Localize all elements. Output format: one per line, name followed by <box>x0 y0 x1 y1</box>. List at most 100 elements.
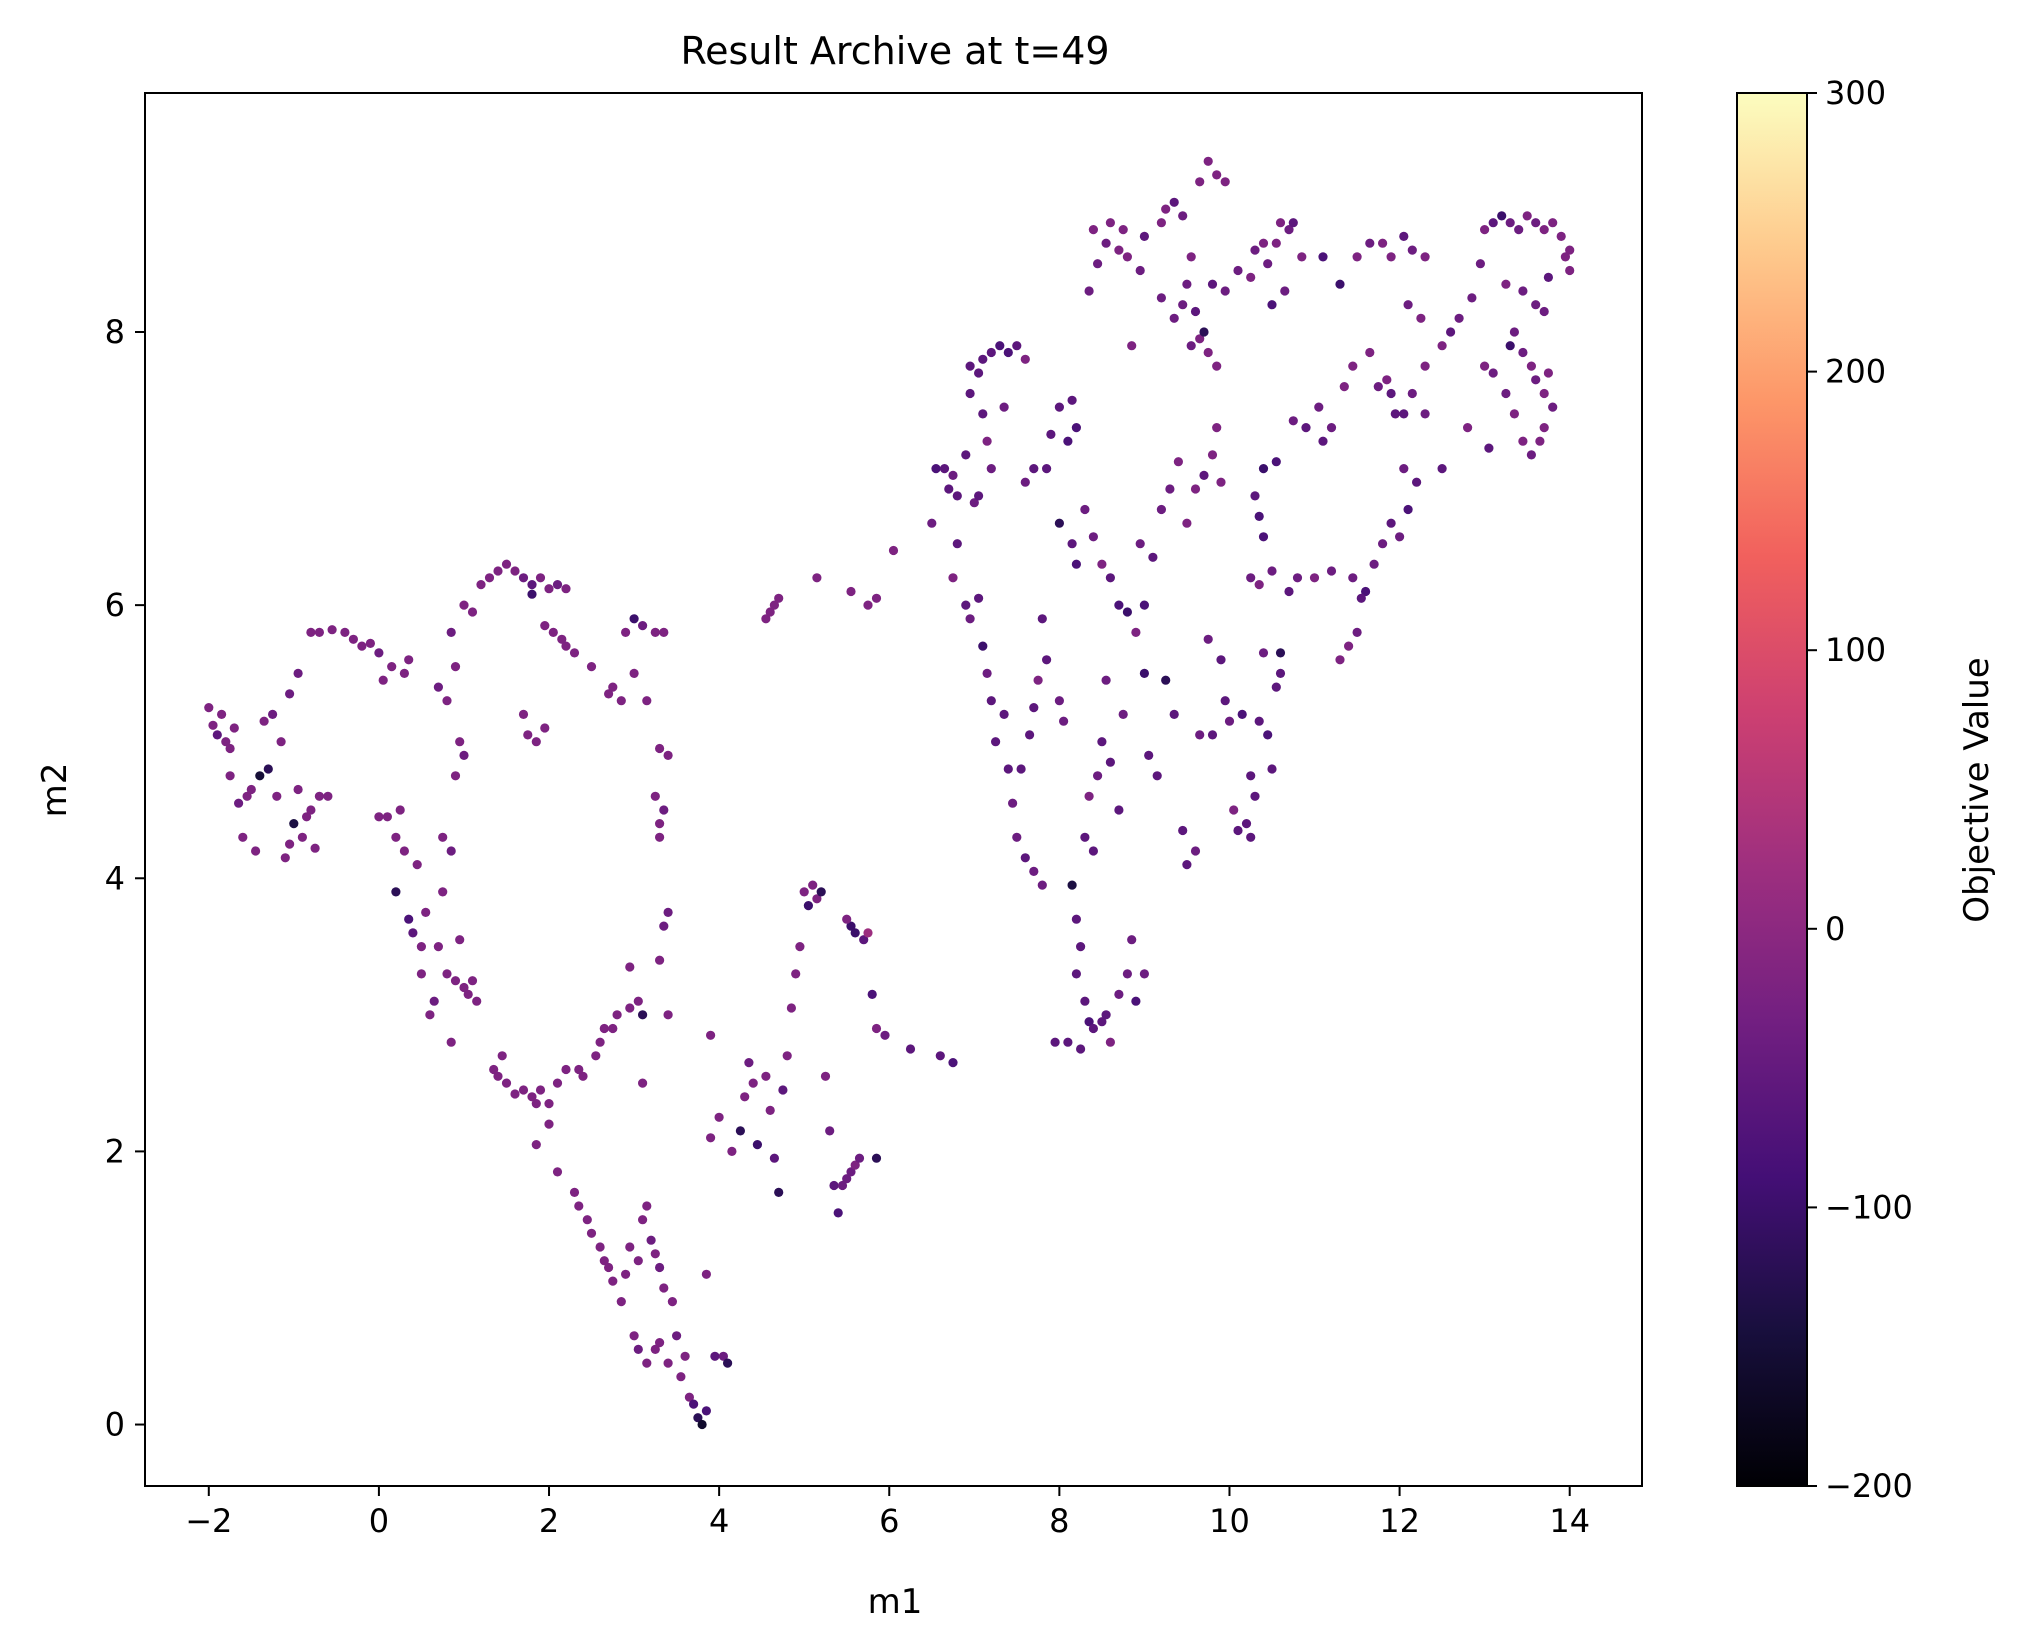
scatter-point <box>1207 450 1218 460</box>
scatter-point <box>1088 225 1098 235</box>
colorbar-frame <box>1736 92 1808 1487</box>
scatter-point <box>774 593 784 603</box>
scatter-point <box>1054 518 1064 528</box>
scatter-point <box>586 662 597 672</box>
scatter-point <box>1522 211 1532 221</box>
scatter-point <box>1105 573 1115 583</box>
scatter-point <box>765 1105 775 1115</box>
scatter-point <box>1195 177 1205 187</box>
scatter-point <box>1437 341 1447 351</box>
scatter-point <box>1161 675 1171 685</box>
scatter-point <box>986 464 996 474</box>
scatter-point <box>608 1023 618 1034</box>
scatter-point <box>455 737 465 747</box>
scatter-point <box>1241 819 1252 829</box>
scatter-point <box>974 593 984 603</box>
scatter-point <box>1224 716 1235 726</box>
scatter-point <box>969 498 979 508</box>
scatter-point <box>1250 491 1260 501</box>
scatter-point <box>238 832 248 842</box>
scatter-point <box>1139 231 1149 241</box>
scatter-point <box>1118 225 1128 235</box>
scatter-point <box>1182 860 1192 870</box>
scatter-point <box>633 1344 643 1354</box>
scatter-point <box>510 1089 520 1099</box>
scatter-point <box>846 921 856 931</box>
scatter-point <box>1067 539 1077 549</box>
scatter-point <box>1135 265 1145 276</box>
scatter-point <box>1101 238 1111 248</box>
scatter-point <box>493 1071 503 1081</box>
scatter-point <box>518 709 529 720</box>
scatter-point <box>289 819 299 829</box>
scatter-point <box>1084 1017 1094 1027</box>
scatter-point <box>952 491 962 501</box>
scatter-point <box>944 484 954 494</box>
scatter-point <box>1071 969 1081 979</box>
scatter-point <box>965 614 975 624</box>
scatter-point <box>1314 402 1324 412</box>
scatter-point <box>1135 539 1145 549</box>
scatter-point <box>1131 627 1141 638</box>
scatter-point <box>446 627 456 638</box>
scatter-point <box>1297 252 1307 262</box>
scatter-point <box>999 709 1009 720</box>
scatter-point <box>1216 477 1226 487</box>
scatter-point <box>438 887 448 897</box>
scatter-point <box>1348 573 1358 583</box>
x-tick-label: 0 <box>369 1502 389 1540</box>
scatter-point <box>1190 306 1201 317</box>
scatter-point <box>540 723 550 733</box>
scatter-point <box>1127 341 1137 351</box>
scatter-point <box>1029 464 1039 474</box>
scatter-point <box>1437 464 1447 474</box>
scatter-point <box>1501 279 1511 289</box>
colorbar-tick-label: 100 <box>1825 631 1886 669</box>
scatter-point <box>710 1351 720 1361</box>
scatter-point <box>378 675 388 685</box>
scatter-point <box>1335 279 1345 289</box>
scatter-point <box>1246 272 1256 282</box>
scatter-point <box>1275 218 1286 228</box>
scatter-point <box>1258 532 1269 542</box>
scatter-point <box>1037 880 1047 890</box>
scatter-point <box>1148 552 1158 562</box>
scatter-point <box>650 1344 660 1354</box>
scatter-point <box>501 559 512 569</box>
scatter-point <box>1535 436 1545 446</box>
scatter-point <box>1378 539 1388 549</box>
scatter-point <box>1275 668 1286 679</box>
scatter-point <box>446 846 456 856</box>
scatter-point <box>455 935 465 945</box>
scatter-point <box>1029 703 1039 713</box>
scatter-point <box>314 791 324 801</box>
scatter-point <box>1131 996 1141 1006</box>
scatter-point <box>1403 300 1413 310</box>
scatter-point <box>684 1392 695 1402</box>
y-tick-label: 8 <box>105 313 125 351</box>
scatter-point <box>1190 846 1201 856</box>
scatter-point <box>552 580 563 590</box>
scatter-point <box>655 819 665 829</box>
scatter-point <box>1093 771 1103 781</box>
scatter-point <box>497 1051 507 1061</box>
scatter-point <box>735 1126 746 1136</box>
scatter-point <box>599 1256 609 1266</box>
scatter-point <box>450 662 461 672</box>
scatter-point <box>340 627 350 638</box>
y-tick-label: 6 <box>105 586 125 624</box>
scatter-point <box>1548 402 1558 412</box>
scatter-point <box>846 1167 856 1177</box>
scatter-point <box>544 1119 554 1129</box>
scatter-point <box>1539 306 1549 317</box>
scatter-point <box>638 621 648 631</box>
scatter-point <box>1059 716 1069 726</box>
scatter-point <box>816 887 826 897</box>
scatter-point <box>1399 464 1409 474</box>
scatter-point <box>1390 409 1400 419</box>
scatter-point <box>1258 648 1269 658</box>
scatter-point <box>1207 730 1218 740</box>
scatter-point <box>663 1358 673 1368</box>
colorbar-label: Objective Value <box>1957 657 1997 922</box>
scatter-point <box>740 1092 750 1102</box>
